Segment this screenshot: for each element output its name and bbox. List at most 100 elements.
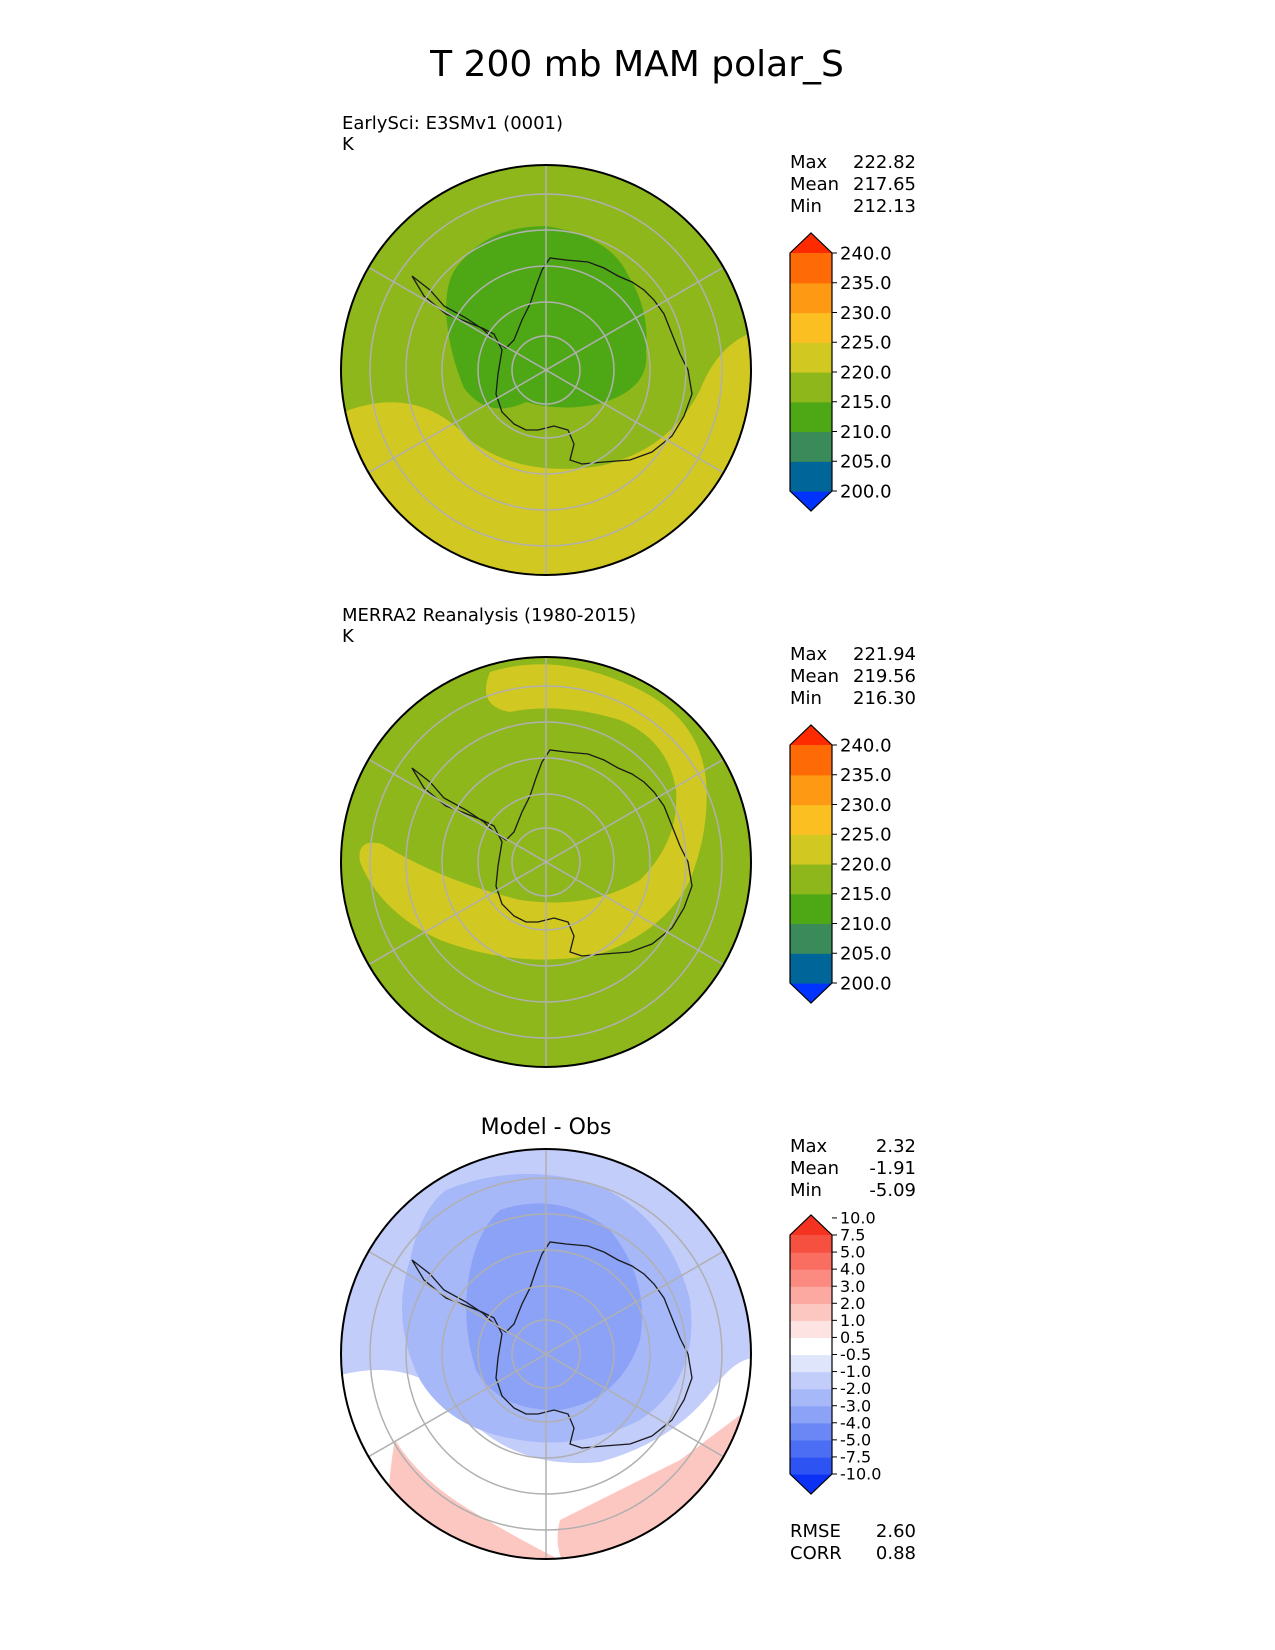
colorbar-extend-min [790, 491, 832, 511]
stat-min-label: Min [790, 196, 822, 217]
panel-model-units: K [342, 134, 355, 155]
colorbar-segment [790, 342, 832, 373]
colorbar-segment [790, 774, 832, 806]
colorbar-tick-label: -4.0 [840, 1413, 871, 1432]
panel-diff-stats: Max 2.32 Mean -1.91 Min -5.09 [790, 1136, 916, 1201]
metric-corr-value: 0.88 [876, 1543, 916, 1564]
stat-mean-value: -1.91 [869, 1158, 916, 1179]
map-fill-cold-core [466, 1203, 642, 1411]
stat-min-label: Min [790, 688, 822, 709]
colorbar-tick-label: -1.0 [840, 1362, 871, 1381]
colorbar-tick-label: 1.0 [840, 1311, 865, 1330]
colorbar-segment [790, 461, 832, 492]
map-gridlines [367, 657, 725, 1067]
colorbar-tick-label: 7.5 [840, 1226, 865, 1245]
colorbar-segment [790, 1286, 832, 1304]
colorbar-segment [790, 1371, 832, 1390]
colorbar-tick-label: 235.0 [840, 765, 892, 786]
colorbar-segment [790, 401, 832, 433]
panel-obs-units: K [342, 626, 355, 647]
colorbar-tick-label: 215.0 [840, 884, 892, 905]
stat-max-label: Max [790, 644, 828, 665]
colorbar-tick-label: 220.0 [840, 362, 892, 383]
colorbar-tick-label: 200.0 [840, 973, 892, 994]
metric-corr-label: CORR [790, 1543, 842, 1564]
colorbar-tick-label: 2.0 [840, 1294, 865, 1313]
panel-model: EarlySci: E3SMv1 (0001) K Max 222.82 Mean 2… [340, 113, 916, 576]
map-boundary [340, 164, 752, 576]
panel-model-stats: Max 222.82 Mean 217.65 Min 212.13 [790, 152, 916, 217]
colorbar-tick-label: 210.0 [840, 422, 892, 443]
colorbar-extend-min [790, 1474, 832, 1494]
colorbar-tick-label: 10.0 [840, 1209, 876, 1228]
colorbar-segment [790, 953, 832, 984]
stat-max-label: Max [790, 152, 828, 173]
stat-min-value: 216.30 [853, 688, 916, 709]
colorbar-segment [790, 864, 832, 895]
map-boundary [340, 656, 752, 1068]
panel-obs-left-title: MERRA2 Reanalysis (1980-2015) [342, 605, 636, 626]
figure-title: T 200 mb MAM polar_S [429, 44, 844, 85]
colorbar-tick-label: 230.0 [840, 795, 892, 816]
colorbar-segment [790, 1422, 832, 1441]
colorbar-tick-label: -2.0 [840, 1379, 871, 1398]
colorbar-tick-label: 205.0 [840, 944, 892, 965]
stat-mean-label: Mean [790, 174, 839, 195]
colorbar-segment [790, 431, 832, 462]
map-boundary [340, 1148, 752, 1560]
colorbar-segment [790, 745, 832, 776]
colorbar-segment [790, 804, 832, 835]
colorbar-tick-label: 235.0 [840, 273, 892, 294]
colorbar-segment [790, 1354, 832, 1373]
panel-model-left-title: EarlySci: E3SMv1 (0001) [342, 113, 563, 134]
panel-diff-colorbar: -10.0-7.5-5.0-4.0-3.0-2.0-1.0-0.50.51.02… [789, 1209, 881, 1495]
panel-obs-stats: Max 221.94 Mean 219.56 Min 216.30 [790, 644, 916, 709]
colorbar-segment [790, 1320, 832, 1339]
colorbar-segment [790, 1337, 832, 1356]
panel-diff: Model - Obs Max 2.32 Mean -1.91 Min -5.09 -10… [340, 1115, 916, 1564]
colorbar-segment [790, 312, 832, 343]
map-gridlines [367, 165, 725, 575]
colorbar-tick-label: 3.0 [840, 1277, 865, 1296]
colorbar-segment [790, 1405, 832, 1424]
colorbar-tick-label: 240.0 [840, 243, 892, 264]
map-gridlines [367, 1149, 725, 1559]
panel-diff-title: Model - Obs [481, 1115, 612, 1140]
colorbar-tick-label: 225.0 [840, 825, 892, 846]
panel-model-colorbar: 200.0 205.0 210.0 215.0 220.0 225.0 230.0 235.0… [789, 232, 892, 512]
stat-max-value: 2.32 [876, 1136, 916, 1157]
colorbar-tick-label: 240.0 [840, 735, 892, 756]
stat-max-value: 222.82 [853, 152, 916, 173]
panel-diff-metrics: RMSE 2.60 CORR 0.88 [790, 1521, 916, 1564]
colorbar-tick-label: 205.0 [840, 452, 892, 473]
colorbar-tick-label: -0.5 [840, 1345, 871, 1364]
colorbar-tick-label: 210.0 [840, 914, 892, 935]
colorbar-extend-max [790, 1215, 832, 1235]
colorbar-segment [790, 1252, 832, 1270]
metric-rmse-value: 2.60 [876, 1521, 916, 1542]
colorbar-tick-label: -10.0 [840, 1465, 881, 1484]
stat-mean-label: Mean [790, 1158, 839, 1179]
stat-mean-value: 219.56 [853, 666, 916, 687]
colorbar-segment [790, 1456, 832, 1475]
colorbar-segment [790, 282, 832, 314]
colorbar-segment [790, 372, 832, 403]
panel-obs-colorbar: 200.0 205.0 210.0 215.0 220.0 225.0 230.0 235.0… [789, 724, 892, 1004]
colorbar-extend-min [790, 983, 832, 1003]
panel-obs-map [341, 657, 751, 1067]
colorbar-tick-label: 5.0 [840, 1243, 865, 1262]
colorbar-tick-label: 4.0 [840, 1260, 865, 1279]
colorbar-segment [790, 1235, 832, 1253]
colorbar-segment [790, 834, 832, 865]
colorbar-tick-label: 0.5 [840, 1328, 865, 1347]
colorbar-tick-label: -5.0 [840, 1430, 871, 1449]
stat-min-label: Min [790, 1180, 822, 1201]
map-fill-warm-band [341, 330, 751, 575]
panel-diff-map [341, 1149, 751, 1559]
stat-min-value: -5.09 [869, 1180, 916, 1201]
panel-model-map [341, 165, 751, 575]
colorbar-tick-label: -3.0 [840, 1396, 871, 1415]
colorbar-tick-label: 230.0 [840, 303, 892, 324]
colorbar-segment [790, 253, 832, 284]
